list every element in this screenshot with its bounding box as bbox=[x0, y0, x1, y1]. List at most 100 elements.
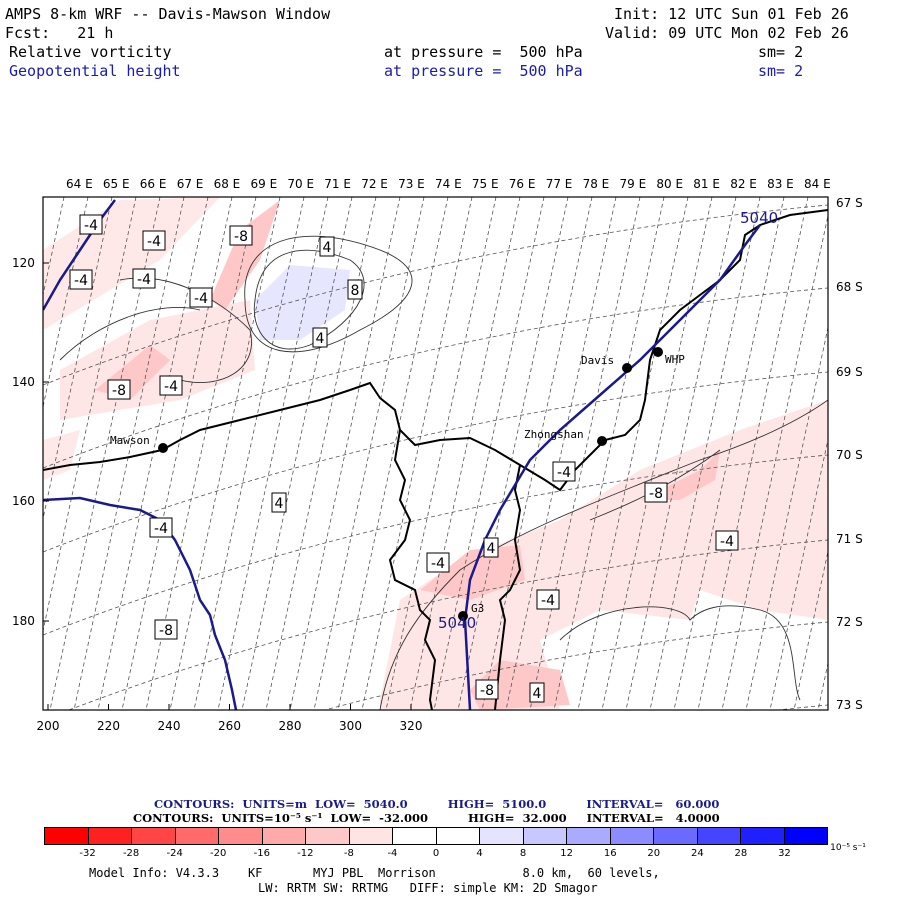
station-dot bbox=[458, 611, 468, 621]
station-dot bbox=[622, 363, 632, 373]
vorticity-value-label: -4 bbox=[426, 552, 450, 573]
vorticity-value-label: 4 bbox=[319, 236, 335, 257]
vorticity-value-label: 4 bbox=[529, 682, 545, 703]
field1-name: Relative vorticity bbox=[9, 43, 172, 61]
colorbar-label: -12 bbox=[297, 848, 314, 859]
forecast-hour: Fcst: 21 h bbox=[5, 24, 114, 42]
colorbar-label: 32 bbox=[778, 848, 791, 859]
vorticity-value-label: -4 bbox=[552, 461, 576, 482]
y-tick-label: 180 bbox=[12, 614, 35, 628]
vorticity-value-label: -4 bbox=[159, 375, 183, 396]
x-tick-label: 240 bbox=[158, 719, 181, 733]
svg-text:4: 4 bbox=[275, 496, 284, 512]
vorticity-value-label: -4 bbox=[536, 589, 560, 610]
longitude-label: 77 E bbox=[546, 177, 573, 191]
colorbar-swatch bbox=[175, 828, 219, 844]
station-label: G3 bbox=[471, 602, 484, 615]
vorticity-value-label: -4 bbox=[189, 287, 213, 308]
field2-name: Geopotential height bbox=[9, 62, 181, 80]
colorbar-swatch bbox=[610, 828, 654, 844]
longitude-label: 83 E bbox=[767, 177, 794, 191]
svg-text:4: 4 bbox=[533, 686, 542, 702]
svg-text:-4: -4 bbox=[74, 273, 88, 289]
svg-text:4: 4 bbox=[316, 331, 325, 347]
colorbar-swatch bbox=[45, 828, 89, 844]
colorbar-swatch bbox=[784, 828, 827, 844]
station-dot bbox=[653, 347, 663, 357]
vorticity-value-label: -4 bbox=[715, 530, 739, 551]
vorticity-value-label: 4 bbox=[483, 537, 499, 558]
colorbar-label: 20 bbox=[647, 848, 661, 859]
longitude-label: 72 E bbox=[361, 177, 388, 191]
colorbar-unit: 10⁻⁵ s⁻¹ bbox=[830, 843, 866, 853]
colorbar-swatch bbox=[480, 828, 524, 844]
station-label: WHP bbox=[665, 353, 685, 366]
vorticity-value-label: -4 bbox=[132, 268, 156, 289]
longitude-label: 67 E bbox=[177, 177, 204, 191]
colorbar-label: 8 bbox=[519, 848, 527, 859]
svg-text:-4: -4 bbox=[720, 534, 734, 550]
colorbar-swatch bbox=[306, 828, 350, 844]
longitude-label: 68 E bbox=[214, 177, 241, 191]
svg-text:4: 4 bbox=[487, 541, 496, 557]
height-label: 5040 bbox=[438, 614, 476, 632]
x-tick-label: 280 bbox=[279, 719, 302, 733]
colorbar-swatch bbox=[697, 828, 741, 844]
plot-frame bbox=[42, 196, 829, 711]
y-tick-label: 160 bbox=[12, 494, 35, 508]
svg-text:-8: -8 bbox=[234, 229, 248, 245]
station-dot bbox=[597, 436, 607, 446]
colorbar-label: 24 bbox=[690, 848, 704, 859]
longitude-label: 82 E bbox=[730, 177, 757, 191]
colorbar-label: 16 bbox=[603, 848, 617, 859]
station-dot bbox=[158, 443, 168, 453]
longitude-label: 81 E bbox=[693, 177, 720, 191]
height-label: 5040 bbox=[740, 209, 778, 227]
svg-text:-4: -4 bbox=[84, 218, 98, 234]
latitude-labels: 67 S 68 S 69 S 70 S 71 S 72 S 73 S bbox=[836, 196, 863, 712]
longitude-labels: 64 E 65 E 66 E 67 E 68 E 69 E 70 E 71 E 72 E 73 E… bbox=[66, 177, 831, 191]
svg-text:-8: -8 bbox=[649, 486, 663, 502]
vorticity-value-label: -8 bbox=[154, 619, 178, 640]
x-tick-label: 260 bbox=[218, 719, 241, 733]
init-time: Init: 12 UTC Sun 01 Feb 26 bbox=[614, 5, 849, 23]
svg-text:-4: -4 bbox=[557, 465, 571, 481]
colorbar-swatch bbox=[132, 828, 176, 844]
colorbar-swatch bbox=[741, 828, 785, 844]
x-tick-label: 200 bbox=[37, 719, 60, 733]
longitude-label: 79 E bbox=[620, 177, 647, 191]
colorbar-label: 28 bbox=[734, 848, 748, 859]
vorticity-value-label: 4 bbox=[312, 327, 328, 348]
colorbar-label: -16 bbox=[253, 848, 270, 859]
latitude-label: 73 S bbox=[836, 698, 863, 712]
field2-level: at pressure = 500 hPa bbox=[384, 62, 583, 80]
vorticity-value-label: 4 bbox=[271, 492, 287, 513]
longitude-label: 74 E bbox=[435, 177, 462, 191]
model-info-line1: Model Info: V4.3.3 KF MYJ PBL Morrison 8… bbox=[89, 866, 660, 880]
graticule-lines bbox=[43, 197, 828, 710]
longitude-label: 64 E bbox=[66, 177, 93, 191]
x-axis-ticks: 200 220 240 260 280 300 320 bbox=[37, 704, 423, 733]
longitude-label: 70 E bbox=[287, 177, 314, 191]
x-tick-label: 300 bbox=[339, 719, 362, 733]
latitude-label: 70 S bbox=[836, 448, 863, 462]
longitude-label: 75 E bbox=[472, 177, 499, 191]
field1-level: at pressure = 500 hPa bbox=[384, 43, 583, 61]
map-title: AMPS 8-km WRF -- Davis-Mawson Window bbox=[5, 5, 331, 23]
colorbar-label: -8 bbox=[343, 848, 354, 859]
vorticity-contours bbox=[59, 235, 828, 710]
longitude-label: 78 E bbox=[583, 177, 610, 191]
vorticity-value-label: -8 bbox=[644, 482, 668, 503]
svg-text:-4: -4 bbox=[431, 556, 445, 572]
longitude-label: 69 E bbox=[251, 177, 278, 191]
x-tick-label: 320 bbox=[400, 719, 423, 733]
colorbar-label: 12 bbox=[560, 848, 574, 859]
svg-text:-4: -4 bbox=[164, 379, 178, 395]
valid-time: Valid: 09 UTC Mon 02 Feb 26 bbox=[605, 24, 849, 42]
colorbar-swatch bbox=[523, 828, 567, 844]
svg-text:-8: -8 bbox=[112, 383, 126, 399]
latitude-label: 71 S bbox=[836, 532, 863, 546]
vorticity-value-label: -4 bbox=[79, 214, 103, 235]
